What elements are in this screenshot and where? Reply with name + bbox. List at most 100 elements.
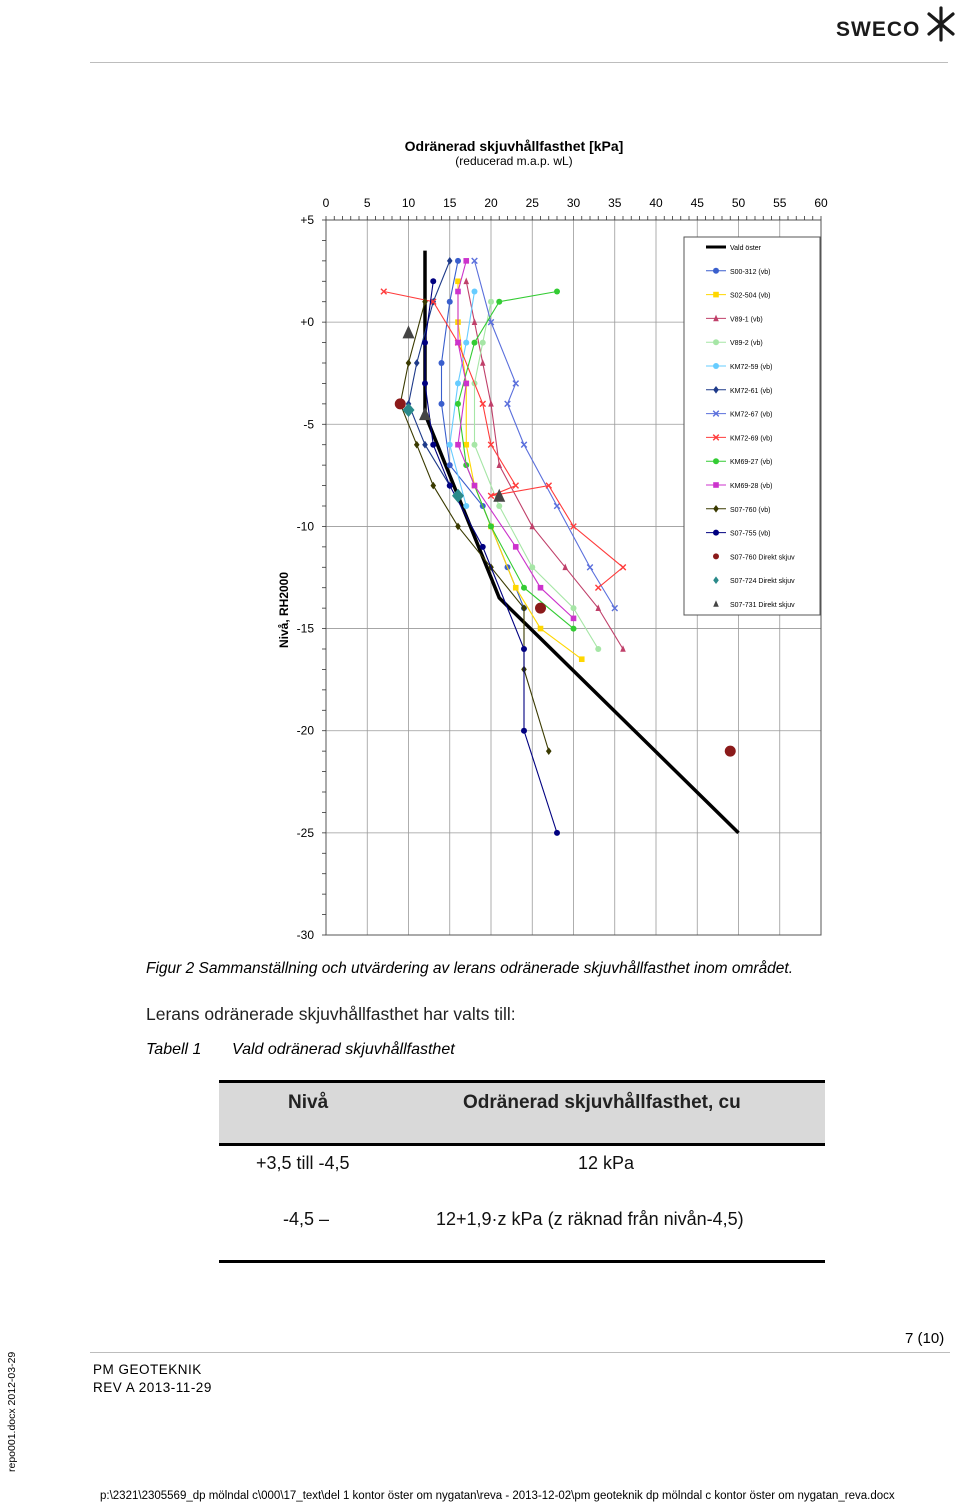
legend-label: KM72-67 (vb) bbox=[730, 412, 772, 419]
data-point bbox=[594, 584, 602, 592]
series-s07-731-direkt-skjuv bbox=[402, 325, 506, 502]
table-cell-strength: 12 kPa bbox=[578, 1153, 635, 1173]
series-km72-67-vb- bbox=[471, 257, 619, 612]
legend-label: S07-760 Direkt skjuv bbox=[730, 554, 795, 561]
data-point bbox=[471, 441, 478, 448]
chart-axes: 0 5 10 15 20 25 30 35 40 45 50 55 60 +5 +0 -5 -10 -15 -20 -… bbox=[297, 196, 828, 942]
series-km69-28-vb- bbox=[455, 258, 577, 622]
data-point bbox=[422, 380, 428, 387]
data-point bbox=[570, 523, 577, 530]
data-point bbox=[446, 462, 453, 469]
data-point bbox=[455, 400, 461, 407]
data-point bbox=[504, 400, 511, 408]
data-point bbox=[570, 605, 577, 612]
data-point bbox=[496, 298, 503, 305]
chart-subtitle: (reducerad m.a.p. wL) bbox=[455, 154, 572, 168]
data-point bbox=[562, 563, 569, 571]
y-tick-label: -10 bbox=[297, 519, 315, 533]
data-point bbox=[713, 267, 719, 274]
data-point bbox=[455, 257, 461, 264]
data-point bbox=[405, 359, 412, 367]
data-point bbox=[380, 288, 388, 295]
data-point bbox=[595, 646, 602, 652]
data-point bbox=[586, 563, 594, 571]
data-point bbox=[463, 258, 470, 264]
table-caption: Tabell 1 Vald odränerad skjuvhållfasthet bbox=[146, 1041, 455, 1059]
data-point bbox=[488, 298, 494, 305]
x-tick-label: 20 bbox=[484, 196, 498, 210]
table-top-rule bbox=[219, 1080, 825, 1083]
series-line bbox=[407, 260, 451, 486]
series-km69-27-vb- bbox=[455, 288, 577, 632]
data-point bbox=[463, 441, 470, 448]
series-s07-760-vb- bbox=[397, 297, 552, 755]
footer-revision: REV A 2013-11-29 bbox=[93, 1380, 212, 1395]
data-point bbox=[419, 407, 431, 421]
legend-label: S07-755 (vb) bbox=[730, 531, 770, 538]
legend-label: S00-312 (vb) bbox=[730, 269, 770, 276]
data-point bbox=[446, 441, 453, 448]
legend-label: S07-760 (vb) bbox=[730, 507, 770, 514]
data-point bbox=[553, 502, 561, 510]
data-point bbox=[713, 482, 719, 488]
data-point bbox=[429, 298, 437, 306]
legend-label: S02-504 (vb) bbox=[730, 293, 770, 300]
data-point bbox=[394, 398, 406, 410]
data-point bbox=[521, 604, 527, 612]
data-point bbox=[430, 481, 437, 490]
data-point bbox=[713, 529, 719, 536]
data-point bbox=[493, 488, 506, 502]
chart-series bbox=[380, 250, 740, 836]
data-point bbox=[496, 461, 503, 468]
data-point bbox=[521, 646, 527, 652]
legend-label: KM69-28 (vb) bbox=[730, 483, 772, 490]
x-tick-label: 35 bbox=[608, 196, 622, 210]
series-s07-760-direkt-skjuv bbox=[394, 398, 736, 757]
y-tick-label: +0 bbox=[300, 315, 314, 329]
data-point bbox=[713, 314, 719, 322]
data-point bbox=[463, 277, 470, 285]
legend-label: S07-731 Direkt skjuv bbox=[730, 602, 795, 609]
data-point bbox=[438, 400, 445, 407]
body-paragraph: Lerans odränerade skjuvhållfasthet har v… bbox=[146, 1004, 516, 1024]
y-tick-label: -5 bbox=[303, 417, 314, 431]
data-point bbox=[438, 360, 445, 366]
data-point bbox=[512, 584, 519, 591]
series-line bbox=[465, 281, 624, 650]
legend-box bbox=[683, 236, 821, 616]
data-point bbox=[455, 522, 461, 531]
table-cell-strength: 12+1,9·z kPa (z räknad från nivån-4,5) bbox=[436, 1209, 744, 1229]
data-point bbox=[471, 257, 478, 265]
legend-label: Vald öster bbox=[730, 245, 762, 252]
data-point bbox=[402, 402, 415, 417]
legend-swatch bbox=[713, 600, 719, 607]
x-tick-label: 10 bbox=[402, 196, 416, 210]
data-point bbox=[455, 380, 461, 387]
series-v89-2-vb- bbox=[471, 298, 602, 652]
series-km72-59-vb- bbox=[446, 288, 478, 509]
y-tick-label: -15 bbox=[297, 622, 315, 636]
data-point bbox=[529, 564, 536, 571]
data-point bbox=[487, 441, 495, 449]
series-km72-69-vb- bbox=[380, 288, 627, 592]
x-tick-label: 50 bbox=[732, 196, 746, 210]
series-line bbox=[457, 260, 574, 619]
x-tick-label: 30 bbox=[567, 196, 581, 210]
data-point bbox=[452, 488, 464, 503]
legend-label: KM72-61 (vb) bbox=[730, 388, 772, 395]
data-point bbox=[554, 288, 560, 295]
data-point bbox=[713, 363, 719, 369]
data-point bbox=[570, 615, 577, 622]
data-point bbox=[422, 339, 428, 346]
x-tick-label: 45 bbox=[691, 196, 705, 210]
table-number: Tabell 1 bbox=[146, 1041, 202, 1058]
data-point bbox=[479, 400, 487, 408]
legend-label: V89-1 (vb) bbox=[730, 316, 763, 323]
data-point bbox=[446, 257, 453, 265]
data-point bbox=[402, 325, 415, 339]
data-point bbox=[422, 297, 428, 306]
data-point bbox=[611, 604, 619, 612]
data-point bbox=[463, 339, 470, 346]
series-s07-724-direkt-skjuv bbox=[402, 402, 464, 503]
template-label: repo001.docx 2012-03-29 bbox=[6, 1351, 18, 1472]
